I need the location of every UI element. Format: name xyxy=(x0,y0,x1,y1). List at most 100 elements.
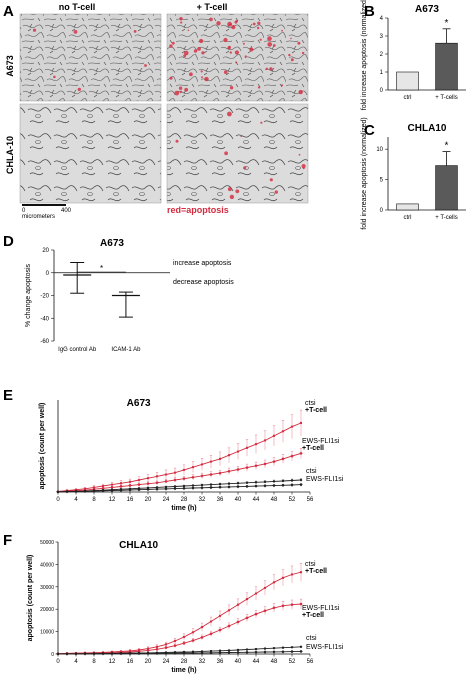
data-point xyxy=(101,489,105,493)
data-point xyxy=(272,480,276,483)
data-point xyxy=(155,486,159,489)
apoptosis-dot xyxy=(269,178,273,182)
data-point xyxy=(155,645,159,649)
apoptosis-dot xyxy=(201,76,203,79)
x-tick-label: 16 xyxy=(127,659,134,665)
bar-ctrl xyxy=(396,71,419,91)
bar--t-cells xyxy=(435,42,458,91)
label-increase-apoptosis: increase apoptosis xyxy=(173,260,232,267)
data-point xyxy=(209,651,213,655)
y-tick-label: 5 xyxy=(380,178,384,184)
data-point xyxy=(200,635,204,640)
data-point xyxy=(281,650,285,654)
x-tick-label: 48 xyxy=(271,497,278,503)
chart-title: CHLA10 xyxy=(408,123,447,134)
y-axis-label: apoptosis (count per well) xyxy=(27,555,34,642)
data-point xyxy=(173,651,177,655)
data-point xyxy=(182,468,186,472)
data-point xyxy=(281,604,285,608)
apoptosis-dot xyxy=(229,51,232,54)
data-point xyxy=(56,490,60,494)
series-3: EWS-FLI1si xyxy=(56,476,344,494)
apoptosis-dot xyxy=(242,42,245,45)
x-tick-label: 56 xyxy=(307,497,314,503)
data-point xyxy=(254,464,258,468)
x-tick-label: 32 xyxy=(199,497,206,503)
data-point xyxy=(263,647,267,650)
data-point xyxy=(200,463,204,466)
y-axis-label: % change apoptosis xyxy=(25,263,32,327)
data-point xyxy=(146,651,150,656)
apoptosis-dot xyxy=(267,42,273,47)
apoptosis-dot xyxy=(199,38,204,44)
apoptosis-dot xyxy=(301,51,305,55)
data-point xyxy=(146,487,150,492)
data-point xyxy=(155,475,159,478)
scale-bar-min: 0 xyxy=(22,208,26,214)
apoptosis-dot xyxy=(252,22,256,26)
data-point xyxy=(173,639,177,643)
series-sublabel: +T-cell xyxy=(305,568,327,575)
data-point xyxy=(236,467,240,472)
x-tick-label: 12 xyxy=(109,497,116,503)
panel-letter-b: B xyxy=(364,3,375,20)
chart-title: A673 xyxy=(127,398,151,409)
row-label-chla10: CHLA-10 xyxy=(5,136,15,174)
apoptosis-dot xyxy=(174,90,180,96)
scale-bar-max: 400 xyxy=(61,208,72,214)
data-point xyxy=(164,646,168,650)
data-point xyxy=(236,450,240,453)
chart-d: D A673 20 0 -20 -40 -60 % change apoptosis IgG c… xyxy=(3,233,234,353)
x-tick-label: 40 xyxy=(235,497,242,503)
scale-bar-unit: micrometers xyxy=(22,214,55,220)
apoptosis-dot xyxy=(184,87,189,92)
panel-letter-e: E xyxy=(3,387,13,404)
data-point xyxy=(245,481,249,484)
data-point xyxy=(272,650,276,654)
apoptosis-marks xyxy=(32,17,306,200)
x-tick-label: 20 xyxy=(145,497,152,503)
panel-letter-c: C xyxy=(364,122,375,139)
apoptosis-dot xyxy=(288,53,291,57)
apoptosis-dot xyxy=(257,21,261,25)
data-point xyxy=(254,650,258,654)
apoptosis-dot xyxy=(223,70,228,74)
series-label: ctsi xyxy=(305,561,316,568)
apoptosis-dot xyxy=(224,151,229,156)
data-point xyxy=(290,603,294,607)
data-point xyxy=(245,484,249,489)
apoptosis-dot xyxy=(73,30,78,34)
y-tick-label: 0 xyxy=(46,271,50,277)
data-point xyxy=(227,624,231,628)
chart-title: CHLA10 xyxy=(119,540,158,551)
apoptosis-dot xyxy=(281,29,283,32)
apoptosis-dot xyxy=(179,17,183,21)
apoptosis-dot xyxy=(216,21,221,26)
data-point xyxy=(164,651,168,655)
data-point xyxy=(191,651,195,655)
data-point xyxy=(191,465,195,469)
micrograph-chla10-tcell xyxy=(166,103,309,204)
data-point xyxy=(236,484,240,489)
data-point xyxy=(281,646,285,649)
data-point xyxy=(200,651,204,655)
data-point xyxy=(236,482,240,485)
apoptosis-dot xyxy=(204,76,209,82)
apoptosis-dot xyxy=(144,64,147,67)
apoptosis-dot xyxy=(243,166,247,170)
data-point xyxy=(92,489,96,493)
data-point xyxy=(164,473,168,476)
data-point xyxy=(128,480,132,484)
data-point xyxy=(254,442,258,446)
series-label: EWS-FLI1si xyxy=(302,438,340,445)
y-axis-label: fold increase apoptosis (normalized) xyxy=(361,0,368,110)
data-point xyxy=(119,651,123,656)
series-sublabel: +T-cell xyxy=(302,612,324,619)
apoptosis-dot xyxy=(169,76,173,80)
data-point xyxy=(272,459,276,464)
col-header-no-tcell: no T-cell xyxy=(59,2,96,12)
data-point xyxy=(65,652,69,656)
apoptosis-dot xyxy=(200,70,203,73)
y-tick-label: 4 xyxy=(380,16,384,22)
